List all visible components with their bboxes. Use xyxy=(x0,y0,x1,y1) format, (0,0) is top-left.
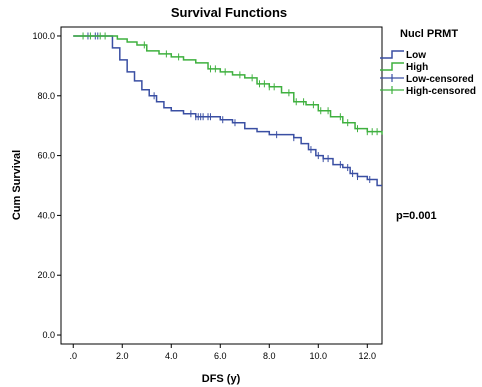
legend-swatch xyxy=(380,62,404,71)
legend-entry-low: Low xyxy=(380,50,426,61)
legend-label: Low xyxy=(406,50,426,61)
x-tick-label: 12.0 xyxy=(359,351,377,361)
legend-label: Low-censored xyxy=(406,74,474,85)
legend: Nucl PRMT LowHighLow-censoredHigh-censor… xyxy=(380,28,476,97)
x-tick-label: 6.0 xyxy=(214,351,227,361)
x-tick-label: 10.0 xyxy=(310,351,328,361)
series-layer xyxy=(73,32,383,187)
y-axis-label: Cum Survival xyxy=(11,150,23,220)
legend-swatch xyxy=(380,50,404,59)
y-tick-label: 40.0 xyxy=(37,210,55,220)
y-tick-label: 0.0 xyxy=(42,330,55,340)
legend-title: Nucl PRMT xyxy=(400,28,458,40)
chart-title: Survival Functions xyxy=(171,5,287,20)
y-tick-label: 20.0 xyxy=(37,270,55,280)
legend-entry-high: High xyxy=(380,62,428,73)
x-tick-label: 8.0 xyxy=(263,351,276,361)
x-tick-label: 4.0 xyxy=(165,351,178,361)
legend-label: High-censored xyxy=(406,86,476,97)
x-axis: .0 2.0 4.0 6.0 8.0 10.0 12.0 xyxy=(69,344,376,361)
x-tick-label: 2.0 xyxy=(116,351,129,361)
y-tick-label: 60.0 xyxy=(37,151,55,161)
x-axis-label: DFS (y) xyxy=(202,373,241,385)
p-value-annotation: p=0.001 xyxy=(396,210,437,222)
x-tick-label: .0 xyxy=(69,351,77,361)
y-tick-label: 100.0 xyxy=(32,31,55,41)
legend-entry-high-censored: High-censored xyxy=(380,86,476,97)
legend-label: High xyxy=(406,62,428,73)
series-high-curve xyxy=(73,35,383,135)
series-low-curve xyxy=(73,35,382,187)
plot-frame xyxy=(60,26,383,345)
legend-entry-low-censored: Low-censored xyxy=(380,74,474,85)
y-tick-label: 80.0 xyxy=(37,91,55,101)
y-axis: 0.0 20.0 40.0 60.0 80.0 100.0 xyxy=(32,31,61,340)
